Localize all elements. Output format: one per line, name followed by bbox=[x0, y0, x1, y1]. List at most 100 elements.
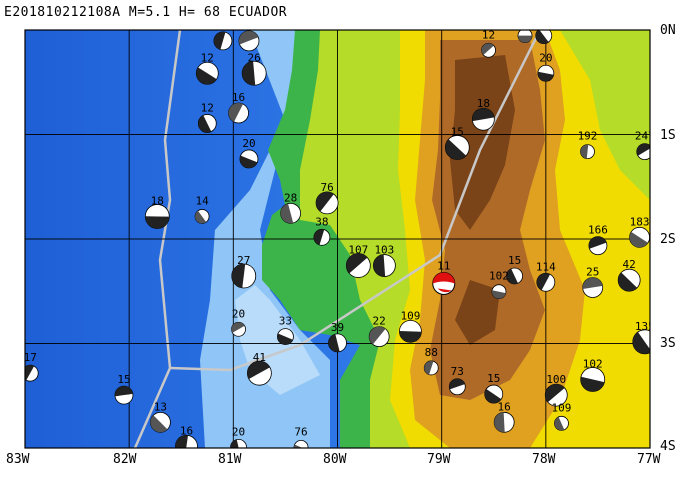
focal-mechanism-icon bbox=[448, 378, 466, 396]
event-depth-label: 166 bbox=[588, 224, 608, 237]
focal-mechanism-icon bbox=[239, 149, 259, 169]
focal-mechanism-icon bbox=[580, 367, 606, 392]
main-event-label: 11 bbox=[437, 259, 450, 272]
event-depth-label: 135 bbox=[635, 320, 655, 333]
focal-mechanism-icon bbox=[228, 102, 249, 124]
event-depth-label: 15 bbox=[508, 254, 521, 267]
focal-mechanism-icon bbox=[144, 204, 170, 229]
focal-mechanism-icon bbox=[230, 438, 247, 448]
event-depth-label: 114 bbox=[536, 260, 556, 273]
event-depth-label: 183 bbox=[630, 215, 650, 228]
event-depth-label: 22 bbox=[373, 315, 386, 328]
event-title: E201810212108A M=5.1 H= 68 ECUADOR bbox=[4, 5, 288, 20]
event-depth-label: 14 bbox=[195, 194, 209, 207]
event-depth-label: 16 bbox=[498, 400, 511, 413]
focal-mechanism-icon bbox=[345, 253, 371, 278]
lat-label-0n: 0N bbox=[660, 23, 676, 38]
focal-mechanism-icon bbox=[544, 383, 568, 407]
map-frame bbox=[24, 29, 651, 449]
event-depth-label: 12 bbox=[201, 51, 214, 64]
event-depth-label: 41 bbox=[253, 351, 266, 364]
event-depth-label: 102 bbox=[489, 270, 509, 283]
event-depth-label: 76 bbox=[320, 181, 333, 194]
focal-mechanism-icon bbox=[399, 319, 422, 343]
focal-mechanism-icon bbox=[517, 30, 533, 44]
event-depth-label: 16 bbox=[180, 424, 193, 437]
event-depth-label: 39 bbox=[331, 321, 344, 334]
event-depth-label: 16 bbox=[232, 91, 245, 104]
focal-mechanism-icon bbox=[231, 321, 246, 337]
focal-mechanism-icon bbox=[277, 328, 294, 346]
event-depth-label: 192 bbox=[578, 130, 598, 143]
event-depth-label: 247 bbox=[635, 130, 655, 143]
focal-mechanism-icon bbox=[536, 272, 556, 292]
lon-label-83w: 83W bbox=[6, 452, 30, 467]
focal-mechanism-icon bbox=[471, 107, 495, 131]
event-depth-label: 109 bbox=[552, 401, 572, 414]
event-depth-label: 18 bbox=[477, 97, 490, 110]
event-depth-label: 20 bbox=[242, 137, 255, 150]
event-depth-label: 12 bbox=[242, 19, 255, 32]
focal-mechanism-icon bbox=[580, 144, 595, 160]
lat-label-1s: 1S bbox=[660, 128, 676, 143]
graticule bbox=[25, 30, 650, 448]
focal-mechanism-icon bbox=[617, 268, 641, 292]
event-depth-label: 38 bbox=[315, 215, 328, 228]
lon-label-80w: 80W bbox=[323, 452, 347, 467]
lat-label-3s: 3S bbox=[660, 336, 676, 351]
main-event-fill bbox=[432, 272, 455, 293]
event-depth-label: 15 bbox=[518, 14, 531, 27]
focal-mechanism-icon bbox=[636, 143, 650, 161]
focal-mechanism-icon bbox=[280, 202, 302, 224]
event-depth-label: 12 bbox=[482, 28, 495, 41]
focal-mechanism-icon bbox=[554, 415, 569, 431]
plate-boundary bbox=[133, 30, 182, 448]
event-depth-label: 20 bbox=[232, 307, 245, 320]
focal-mechanism-icon bbox=[582, 277, 604, 298]
event-depth-label: 12 bbox=[216, 19, 229, 32]
event-depth-label: 15 bbox=[451, 125, 464, 138]
focal-mechanism-icon bbox=[372, 254, 396, 277]
focal-mechanism-icon bbox=[506, 267, 523, 285]
focal-mechanism-icon bbox=[238, 30, 260, 52]
event-depth-label: 15 bbox=[537, 14, 550, 27]
focal-mechanism-icon bbox=[493, 411, 515, 433]
event-depth-label: 20 bbox=[539, 51, 552, 64]
event-label-layer: 15 15 12 12 12 26 12 20 12 16 18 15 192 247 20 28 76 18 14… bbox=[24, 14, 655, 438]
event-depth-label: 20 bbox=[232, 425, 245, 438]
focal-mechanism-icon bbox=[368, 326, 390, 348]
focal-mechanism-icon bbox=[313, 228, 331, 246]
focal-mechanism-icon bbox=[629, 226, 650, 248]
event-depth-label: 88 bbox=[425, 346, 438, 359]
lon-label-81w: 81W bbox=[218, 452, 242, 467]
event-depth-label: 33 bbox=[279, 315, 292, 328]
focal-mechanism-icon bbox=[491, 284, 507, 300]
lon-label-78w: 78W bbox=[532, 452, 556, 467]
focal-mechanism-icon bbox=[195, 61, 219, 85]
focal-mechanism-icon bbox=[213, 31, 233, 51]
event-depth-label: 27 bbox=[237, 254, 250, 267]
land-peak bbox=[450, 55, 515, 345]
focal-mechanism-icon bbox=[444, 135, 470, 160]
focal-mechanism-icon bbox=[535, 30, 553, 45]
event-depth-label: 107 bbox=[348, 244, 368, 257]
lat-label-2s: 2S bbox=[660, 232, 676, 247]
event-depth-label: 26 bbox=[248, 51, 261, 64]
event-depth-label: 102 bbox=[583, 357, 603, 370]
focal-mechanism-icon bbox=[194, 209, 210, 224]
focal-mechanism-icon bbox=[484, 384, 504, 404]
focal-mechanism-icon bbox=[423, 360, 439, 376]
focal-mechanism-icon bbox=[175, 434, 198, 448]
lon-label-77w: 77W bbox=[637, 452, 661, 467]
lon-label-82w: 82W bbox=[113, 452, 137, 467]
event-depth-label: 18 bbox=[151, 194, 164, 207]
focal-mechanism-icon bbox=[25, 364, 39, 382]
main-event-layer: 11 bbox=[432, 259, 456, 295]
focal-mechanism-icon bbox=[246, 360, 272, 386]
event-depth-label: 17 bbox=[24, 351, 37, 364]
lat-label-4s: 4S bbox=[660, 439, 676, 454]
focal-mechanism-icon bbox=[231, 263, 257, 289]
